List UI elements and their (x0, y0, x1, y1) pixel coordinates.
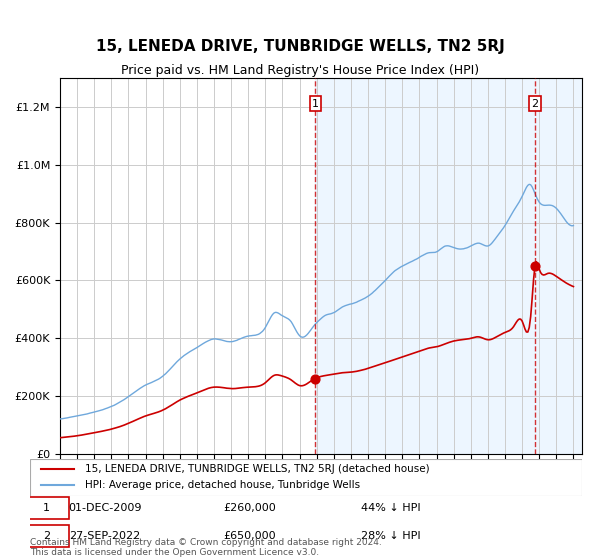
Text: 15, LENEDA DRIVE, TUNBRIDGE WELLS, TN2 5RJ (detached house): 15, LENEDA DRIVE, TUNBRIDGE WELLS, TN2 5… (85, 464, 430, 474)
Text: £650,000: £650,000 (223, 531, 276, 541)
Text: 44% ↓ HPI: 44% ↓ HPI (361, 503, 421, 513)
Text: Contains HM Land Registry data © Crown copyright and database right 2024.
This d: Contains HM Land Registry data © Crown c… (30, 538, 382, 557)
Point (311, 374, 320, 383)
FancyBboxPatch shape (25, 497, 68, 519)
Point (530, 262, 540, 270)
Text: Price paid vs. HM Land Registry's House Price Index (HPI): Price paid vs. HM Land Registry's House … (121, 64, 479, 77)
FancyBboxPatch shape (30, 459, 582, 496)
Text: 1: 1 (43, 503, 50, 513)
Text: 1: 1 (312, 99, 319, 109)
Text: 28% ↓ HPI: 28% ↓ HPI (361, 531, 421, 541)
FancyBboxPatch shape (25, 525, 68, 547)
Text: 27-SEP-2022: 27-SEP-2022 (68, 531, 140, 541)
Bar (316, 78, 582, 454)
Text: 2: 2 (532, 99, 538, 109)
Text: 2: 2 (43, 531, 50, 541)
Text: 01-DEC-2009: 01-DEC-2009 (68, 503, 142, 513)
Text: 15, LENEDA DRIVE, TUNBRIDGE WELLS, TN2 5RJ: 15, LENEDA DRIVE, TUNBRIDGE WELLS, TN2 5… (95, 39, 505, 54)
Text: £260,000: £260,000 (223, 503, 276, 513)
Text: HPI: Average price, detached house, Tunbridge Wells: HPI: Average price, detached house, Tunb… (85, 480, 361, 491)
